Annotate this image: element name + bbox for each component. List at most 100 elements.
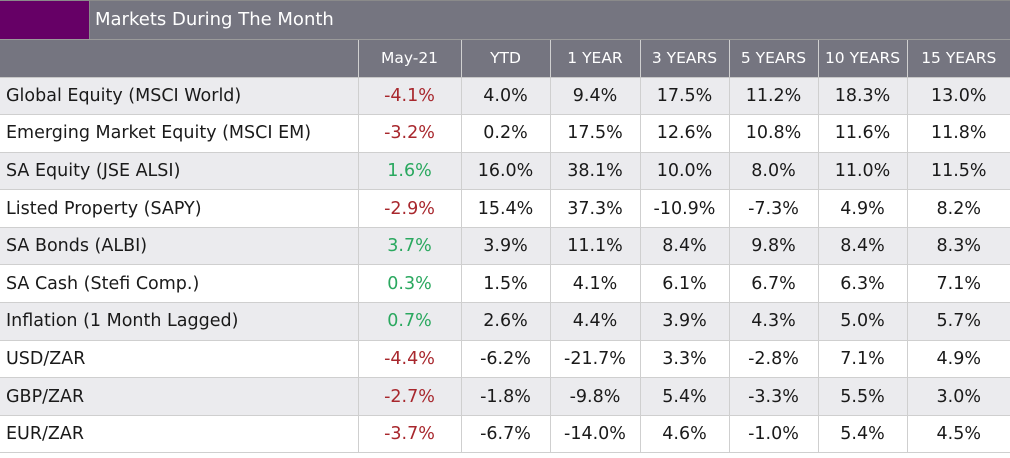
return-cell: 5.0% bbox=[817, 302, 907, 341]
return-cell: 37.3% bbox=[549, 189, 640, 228]
column-header-10-years: 10 YEARS bbox=[817, 40, 907, 78]
return-cell: 38.1% bbox=[549, 152, 640, 191]
asset-name: SA Bonds (ALBI) bbox=[0, 227, 358, 266]
return-cell: 6.7% bbox=[728, 264, 818, 304]
month-return-cell: -3.7% bbox=[357, 415, 461, 454]
return-cell: 12.6% bbox=[639, 114, 729, 153]
table-row: Emerging Market Equity (MSCI EM) -3.2% 0.2… bbox=[0, 114, 1010, 153]
table-row: Inflation (1 Month Lagged) 0.7% 2.6% 4.4% 3.… bbox=[0, 302, 1010, 341]
return-cell: 6.1% bbox=[639, 264, 729, 304]
column-header-15-years: 15 YEARS bbox=[906, 40, 1010, 78]
column-header-ytd: YTD bbox=[460, 40, 550, 78]
return-cell: -6.7% bbox=[460, 415, 550, 454]
return-cell: -6.2% bbox=[460, 340, 550, 379]
title-color-swatch bbox=[0, 1, 90, 39]
return-cell: 4.6% bbox=[639, 415, 729, 454]
return-cell: 0.2% bbox=[460, 114, 550, 153]
table-row: GBP/ZAR -2.7% -1.8% -9.8% 5.4% -3.3% 5.5% 3.0% bbox=[0, 377, 1010, 416]
return-cell: 8.2% bbox=[906, 189, 1010, 228]
return-cell: 9.4% bbox=[549, 77, 640, 116]
return-cell: 10.8% bbox=[728, 114, 818, 153]
return-cell: 5.4% bbox=[639, 377, 729, 416]
return-cell: -10.9% bbox=[639, 189, 729, 228]
return-cell: 11.1% bbox=[549, 227, 640, 266]
asset-name: USD/ZAR bbox=[0, 340, 358, 379]
column-header-1-year: 1 YEAR bbox=[549, 40, 640, 78]
return-cell: 4.9% bbox=[906, 340, 1010, 379]
return-cell: 17.5% bbox=[549, 114, 640, 153]
return-cell: 3.3% bbox=[639, 340, 729, 379]
table-row: EUR/ZAR -3.7% -6.7% -14.0% 4.6% -1.0% 5.4% 4.5% bbox=[0, 415, 1010, 454]
return-cell: 8.4% bbox=[817, 227, 907, 266]
asset-name: SA Cash (Stefi Comp.) bbox=[0, 264, 358, 304]
return-cell: -2.8% bbox=[728, 340, 818, 379]
month-return-cell: -4.1% bbox=[357, 77, 461, 116]
month-return-cell: -2.9% bbox=[357, 189, 461, 228]
return-cell: 11.0% bbox=[817, 152, 907, 191]
table-title: Markets During The Month bbox=[90, 1, 1010, 39]
return-cell: 4.9% bbox=[817, 189, 907, 228]
table-body: Global Equity (MSCI World) -4.1% 4.0% 9.4% 1… bbox=[0, 77, 1010, 454]
return-cell: 1.5% bbox=[460, 264, 550, 304]
return-cell: 9.8% bbox=[728, 227, 818, 266]
header-row: May-21 YTD 1 YEAR 3 YEARS 5 YEARS 10 YEA… bbox=[0, 40, 1010, 78]
title-bar: Markets During The Month bbox=[0, 0, 1010, 40]
asset-name: Listed Property (SAPY) bbox=[0, 189, 358, 228]
return-cell: 18.3% bbox=[817, 77, 907, 116]
return-cell: 4.1% bbox=[549, 264, 640, 304]
return-cell: 4.0% bbox=[460, 77, 550, 116]
column-header-3-years: 3 YEARS bbox=[639, 40, 729, 78]
return-cell: -1.8% bbox=[460, 377, 550, 416]
return-cell: -9.8% bbox=[549, 377, 640, 416]
return-cell: -21.7% bbox=[549, 340, 640, 379]
return-cell: 3.0% bbox=[906, 377, 1010, 416]
return-cell: 3.9% bbox=[639, 302, 729, 341]
return-cell: 8.4% bbox=[639, 227, 729, 266]
return-cell: -1.0% bbox=[728, 415, 818, 454]
month-return-cell: 0.7% bbox=[357, 302, 461, 341]
return-cell: 7.1% bbox=[906, 264, 1010, 304]
month-return-cell: -3.2% bbox=[357, 114, 461, 153]
return-cell: 2.6% bbox=[460, 302, 550, 341]
return-cell: 17.5% bbox=[639, 77, 729, 116]
table-row: Global Equity (MSCI World) -4.1% 4.0% 9.4% 1… bbox=[0, 77, 1010, 116]
return-cell: -3.3% bbox=[728, 377, 818, 416]
asset-name: Global Equity (MSCI World) bbox=[0, 77, 358, 116]
return-cell: 4.3% bbox=[728, 302, 818, 341]
month-return-cell: 1.6% bbox=[357, 152, 461, 191]
column-header-5-years: 5 YEARS bbox=[728, 40, 818, 78]
return-cell: 6.3% bbox=[817, 264, 907, 304]
month-return-cell: 0.3% bbox=[357, 264, 461, 304]
table-row: SA Equity (JSE ALSI) 1.6% 16.0% 38.1% 10.0% 8… bbox=[0, 152, 1010, 191]
table-row: SA Cash (Stefi Comp.) 0.3% 1.5% 4.1% 6.1% 6.7… bbox=[0, 264, 1010, 304]
column-header-month: May-21 bbox=[357, 40, 461, 78]
return-cell: 5.7% bbox=[906, 302, 1010, 341]
month-return-cell: -4.4% bbox=[357, 340, 461, 379]
return-cell: 4.4% bbox=[549, 302, 640, 341]
month-return-cell: 3.7% bbox=[357, 227, 461, 266]
column-header-asset bbox=[0, 40, 358, 78]
return-cell: -14.0% bbox=[549, 415, 640, 454]
asset-name: Emerging Market Equity (MSCI EM) bbox=[0, 114, 358, 153]
asset-name: SA Equity (JSE ALSI) bbox=[0, 152, 358, 191]
return-cell: 16.0% bbox=[460, 152, 550, 191]
return-cell: 4.5% bbox=[906, 415, 1010, 454]
return-cell: 7.1% bbox=[817, 340, 907, 379]
return-cell: 11.8% bbox=[906, 114, 1010, 153]
return-cell: 11.5% bbox=[906, 152, 1010, 191]
table-row: SA Bonds (ALBI) 3.7% 3.9% 11.1% 8.4% 9.8% 8.4%… bbox=[0, 227, 1010, 266]
return-cell: 11.2% bbox=[728, 77, 818, 116]
asset-name: GBP/ZAR bbox=[0, 377, 358, 416]
markets-table: May-21 YTD 1 YEAR 3 YEARS 5 YEARS 10 YEA… bbox=[0, 40, 1010, 454]
table-row: Listed Property (SAPY) -2.9% 15.4% 37.3% -10… bbox=[0, 189, 1010, 228]
return-cell: 8.3% bbox=[906, 227, 1010, 266]
return-cell: -7.3% bbox=[728, 189, 818, 228]
return-cell: 13.0% bbox=[906, 77, 1010, 116]
table-row: USD/ZAR -4.4% -6.2% -21.7% 3.3% -2.8% 7.1% 4.9% bbox=[0, 340, 1010, 379]
return-cell: 5.5% bbox=[817, 377, 907, 416]
return-cell: 8.0% bbox=[728, 152, 818, 191]
month-return-cell: -2.7% bbox=[357, 377, 461, 416]
return-cell: 3.9% bbox=[460, 227, 550, 266]
asset-name: Inflation (1 Month Lagged) bbox=[0, 302, 358, 341]
return-cell: 5.4% bbox=[817, 415, 907, 454]
